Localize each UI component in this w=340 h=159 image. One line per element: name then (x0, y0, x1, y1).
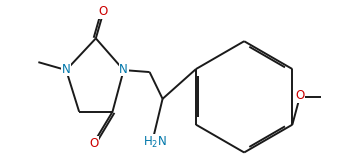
Text: N: N (62, 63, 70, 76)
Text: N: N (119, 63, 128, 76)
Text: O: O (295, 89, 304, 102)
Text: O: O (89, 137, 99, 150)
Text: O: O (99, 5, 108, 18)
Text: H$_2$N: H$_2$N (143, 135, 167, 150)
